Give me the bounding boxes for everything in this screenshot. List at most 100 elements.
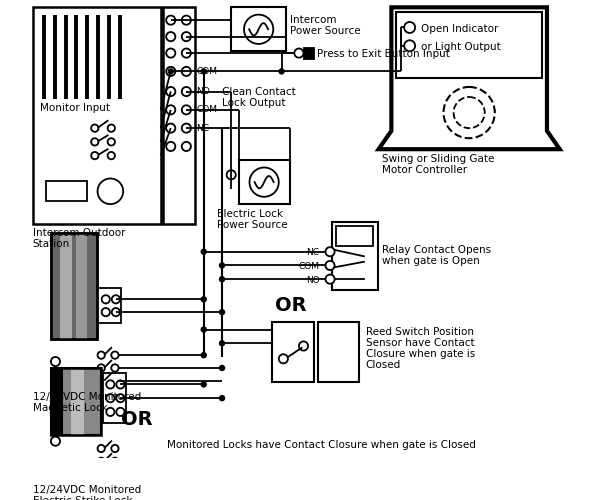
Text: Power Source: Power Source: [218, 220, 288, 230]
Circle shape: [200, 381, 207, 388]
Circle shape: [98, 445, 105, 452]
Bar: [98, 288, 122, 323]
Circle shape: [111, 458, 119, 465]
Circle shape: [404, 22, 415, 33]
Text: Magnetic Lock: Magnetic Lock: [33, 402, 107, 412]
Text: NO: NO: [306, 276, 320, 284]
Circle shape: [108, 152, 115, 160]
Text: NC: NC: [306, 248, 319, 257]
Circle shape: [325, 261, 334, 270]
Circle shape: [98, 470, 105, 478]
Text: Intercom: Intercom: [290, 14, 336, 24]
Bar: [318, 322, 359, 382]
Text: Intercom Outdoor: Intercom Outdoor: [33, 228, 125, 238]
Circle shape: [279, 354, 288, 364]
Circle shape: [91, 152, 98, 160]
Circle shape: [106, 394, 114, 402]
Text: Relay Contact Opens: Relay Contact Opens: [382, 246, 491, 256]
Circle shape: [111, 445, 119, 452]
Circle shape: [98, 352, 105, 359]
Circle shape: [166, 48, 175, 58]
Bar: [332, 222, 378, 290]
Circle shape: [200, 352, 207, 358]
Circle shape: [102, 295, 110, 304]
Text: Clean Contact: Clean Contact: [222, 87, 296, 97]
Circle shape: [200, 248, 207, 255]
Circle shape: [219, 340, 225, 346]
Text: COM: COM: [299, 262, 320, 271]
Circle shape: [91, 124, 98, 132]
Circle shape: [200, 68, 207, 74]
Text: OR: OR: [122, 410, 153, 429]
Bar: [51, 368, 101, 435]
Circle shape: [111, 377, 119, 384]
Circle shape: [51, 436, 60, 446]
Circle shape: [166, 67, 175, 76]
Text: Station: Station: [33, 239, 70, 249]
Bar: [305, 48, 313, 58]
Circle shape: [182, 67, 191, 76]
Circle shape: [182, 48, 191, 58]
Circle shape: [278, 68, 285, 74]
Circle shape: [51, 357, 60, 366]
Bar: [46, 181, 88, 202]
Circle shape: [111, 352, 119, 359]
Bar: [396, 12, 542, 78]
Text: Electric Strike Lock: Electric Strike Lock: [33, 496, 132, 500]
Circle shape: [200, 296, 207, 302]
Polygon shape: [378, 8, 560, 149]
Bar: [51, 234, 97, 338]
Circle shape: [219, 276, 225, 282]
Text: 12/24VDC Monitored: 12/24VDC Monitored: [33, 485, 141, 495]
Circle shape: [166, 142, 175, 151]
Circle shape: [404, 40, 415, 52]
Circle shape: [182, 124, 191, 132]
Circle shape: [91, 138, 98, 145]
Text: NO: NO: [197, 87, 210, 96]
Circle shape: [98, 178, 123, 204]
Circle shape: [106, 408, 114, 416]
Circle shape: [219, 365, 225, 371]
Text: Monitor Input: Monitor Input: [40, 104, 110, 114]
Circle shape: [111, 308, 120, 316]
Bar: [33, 8, 161, 224]
Bar: [272, 322, 313, 382]
Circle shape: [166, 16, 175, 24]
Circle shape: [182, 16, 191, 24]
Circle shape: [111, 295, 120, 304]
Text: Swing or Sliding Gate: Swing or Sliding Gate: [382, 154, 495, 164]
Circle shape: [182, 87, 191, 96]
Circle shape: [443, 87, 495, 138]
Text: Monitored Locks have Contact Closure when gate is Closed: Monitored Locks have Contact Closure whe…: [167, 440, 476, 450]
Bar: [337, 226, 373, 246]
Bar: [71, 368, 84, 435]
Circle shape: [182, 32, 191, 41]
Bar: [103, 372, 126, 423]
Bar: [76, 234, 86, 338]
Circle shape: [325, 247, 334, 256]
Circle shape: [325, 274, 334, 283]
Bar: [51, 368, 62, 435]
Text: COM: COM: [197, 67, 218, 76]
Text: Sensor have Contact: Sensor have Contact: [366, 338, 474, 348]
Text: Power Source: Power Source: [290, 26, 361, 36]
Text: Motor Controller: Motor Controller: [382, 165, 467, 175]
Circle shape: [182, 106, 191, 114]
Circle shape: [182, 142, 191, 151]
Circle shape: [166, 106, 175, 114]
Circle shape: [98, 458, 105, 465]
Text: Closure when gate is: Closure when gate is: [366, 348, 475, 358]
Circle shape: [299, 342, 308, 350]
Circle shape: [116, 408, 125, 416]
Circle shape: [219, 395, 225, 402]
Circle shape: [244, 14, 274, 44]
Circle shape: [166, 87, 175, 96]
Text: Closed: Closed: [366, 360, 401, 370]
Circle shape: [167, 68, 174, 74]
Circle shape: [102, 308, 110, 316]
Text: NC: NC: [197, 124, 209, 132]
Text: Reed Switch Position: Reed Switch Position: [366, 327, 474, 337]
Circle shape: [111, 470, 119, 478]
Circle shape: [108, 124, 115, 132]
Bar: [231, 8, 286, 52]
